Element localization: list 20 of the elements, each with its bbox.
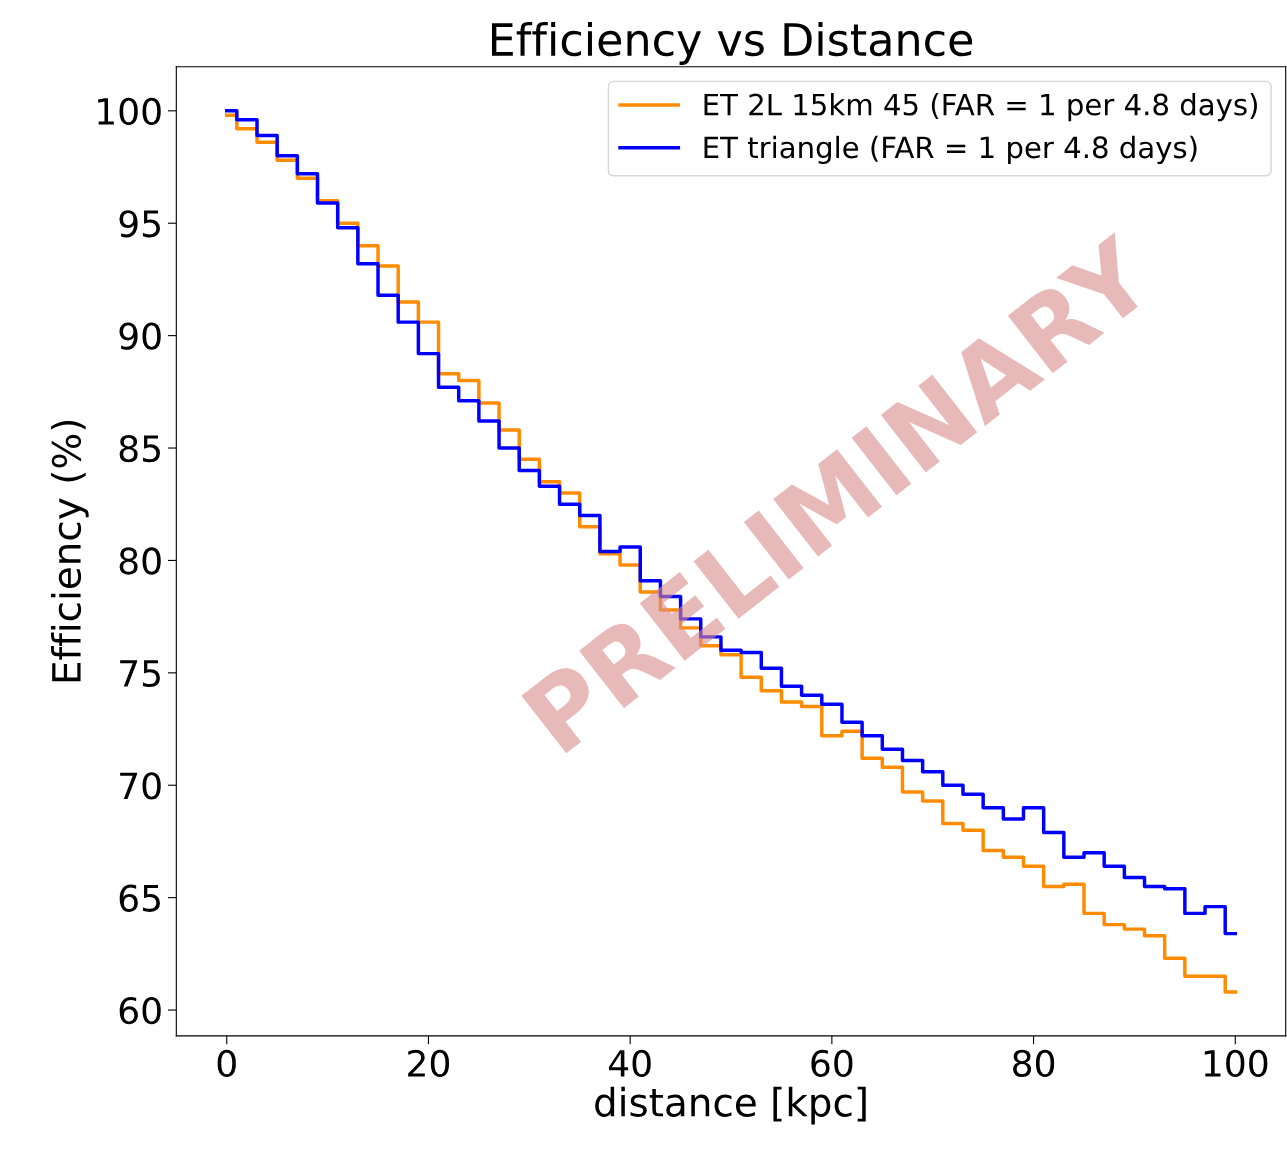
x-tick-label: 80 [1013,1049,1055,1078]
x-axis-title: distance [kpc] [595,1086,866,1125]
y-tick-label: 95 [119,210,160,238]
y-tick-label: 85 [119,434,160,463]
y-tick-label: 100 [98,97,161,126]
y-tick-label: 80 [119,547,161,575]
y-tick-label: 70 [120,772,161,800]
y-axis-title: Efficiency (%) [51,420,89,682]
legend-label: ET 2L 15km 45 (FAR = 1 per 4.8 days) [704,93,1257,122]
x-tick-label: 100 [1204,1049,1268,1078]
x-tick-label: 0 [217,1049,236,1078]
x-tick-label: 20 [408,1049,450,1078]
legend-label: ET triangle (FAR = 1 per 4.8 days) [704,135,1197,165]
chart-title: Efficiency vs Distance [491,21,973,65]
y-tick-label: 65 [119,884,160,912]
x-tick-label: 60 [811,1049,853,1078]
y-tick-label: 75 [120,660,160,688]
y-tick-label: 60 [119,996,161,1025]
y-tick-label: 90 [119,322,161,350]
x-tick-label: 40 [608,1049,651,1078]
